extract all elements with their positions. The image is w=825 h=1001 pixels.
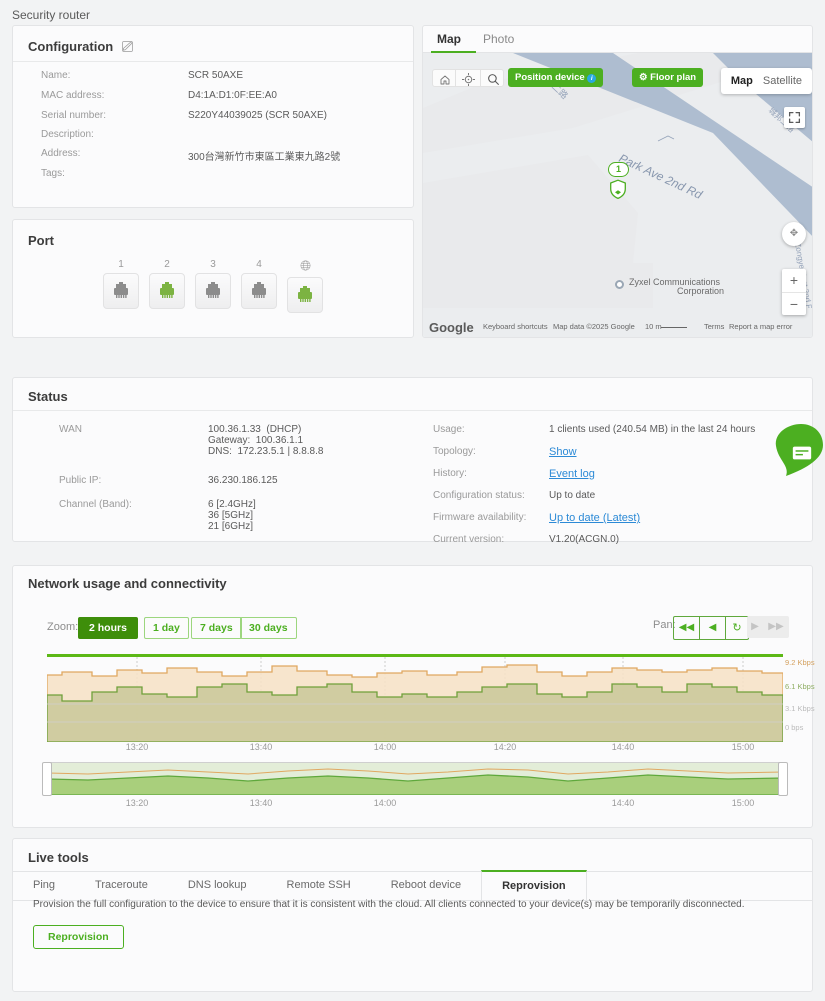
svg-text:Park Ave 2nd Rd: Park Ave 2nd Rd xyxy=(617,151,705,202)
